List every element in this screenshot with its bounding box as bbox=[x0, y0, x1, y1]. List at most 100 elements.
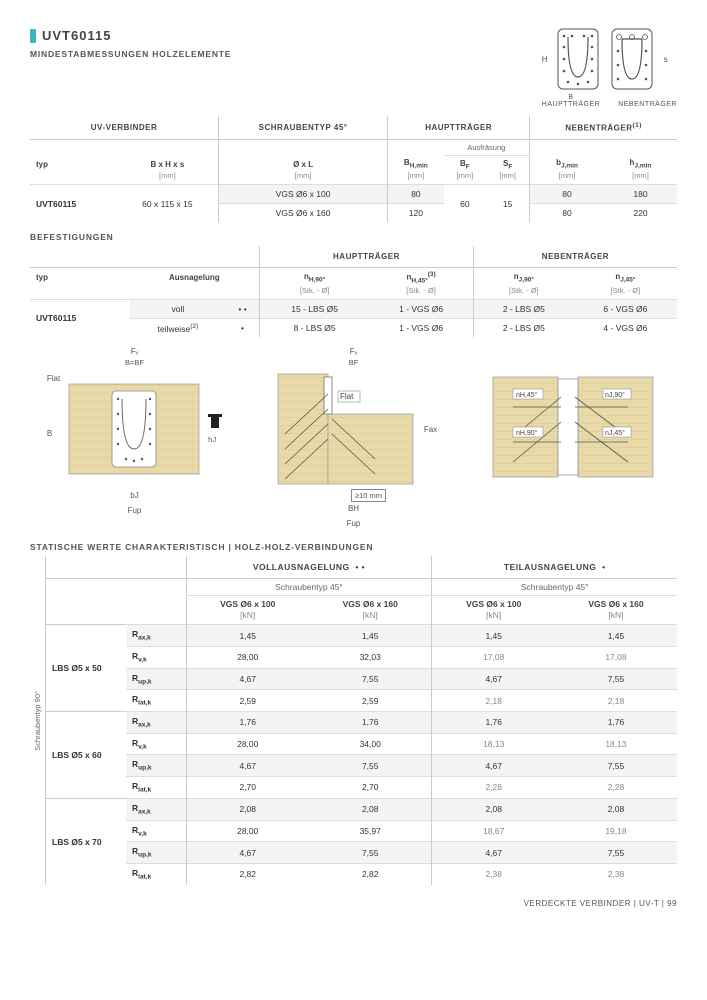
fup-label: Fup bbox=[128, 506, 142, 515]
unit: [Stk. - Ø] bbox=[574, 286, 677, 300]
s45: Schraubentyp 45° bbox=[432, 579, 677, 596]
value-cell: 17,08 bbox=[555, 647, 677, 669]
value-cell: 1,45 bbox=[186, 625, 309, 647]
cell: 180 bbox=[604, 185, 677, 204]
table-row: Rv,k28,0035,9718,6719,18 bbox=[46, 820, 677, 842]
value-cell: 28,00 bbox=[186, 647, 309, 669]
unit: [Stk. - Ø] bbox=[259, 286, 369, 300]
table-row: LBS Ø5 x 60Rax,k1,761,761,761,76 bbox=[46, 712, 677, 734]
value-cell: 2,08 bbox=[555, 798, 677, 820]
value-cell: 2,28 bbox=[432, 777, 555, 799]
bracket-haupt-icon bbox=[554, 27, 602, 91]
value-cell: 2,08 bbox=[432, 798, 555, 820]
table-row: Rup,k4,677,554,677,55 bbox=[46, 755, 677, 777]
col-nh45: nH,45°(3) bbox=[369, 268, 473, 286]
resistance-name: Rlat,k bbox=[126, 863, 186, 884]
value-cell: 4,67 bbox=[432, 755, 555, 777]
value-cell: 34,00 bbox=[309, 733, 432, 755]
value-cell: 2,38 bbox=[555, 863, 677, 884]
diagram-3-svg: nH,45° nH,90° nJ,90° nJ,45° bbox=[483, 367, 663, 487]
col-nj90: nJ,90° bbox=[473, 268, 573, 286]
resistance-name: Rv,k bbox=[126, 820, 186, 842]
value-cell: 35,97 bbox=[309, 820, 432, 842]
col-main: HAUPTTRÄGER bbox=[388, 116, 530, 139]
value-cell: 7,55 bbox=[309, 842, 432, 864]
col-bjmin: bJ,min bbox=[530, 155, 604, 171]
value-cell: 18,67 bbox=[432, 820, 555, 842]
resistance-name: Rup,k bbox=[126, 668, 186, 690]
resistance-name: Rv,k bbox=[126, 647, 186, 669]
cell: 80 bbox=[530, 185, 604, 204]
unit-mm: [mm] bbox=[486, 171, 530, 185]
vgs100: VGS Ø6 x 100 bbox=[186, 596, 309, 611]
value-cell: 19,18 bbox=[555, 820, 677, 842]
fastening-table: HAUPTTRÄGER NEBENTRÄGER typ Ausnagelung … bbox=[30, 246, 677, 337]
product-title: UVT60115 bbox=[42, 28, 111, 43]
value-cell: 4,67 bbox=[186, 842, 309, 864]
value-cell: 2,82 bbox=[186, 863, 309, 884]
value-cell: 2,28 bbox=[555, 777, 677, 799]
cell: 2 - LBS Ø5 bbox=[473, 299, 573, 318]
value-cell: 7,55 bbox=[555, 842, 677, 864]
vgs160: VGS Ø6 x 160 bbox=[309, 596, 432, 611]
col-sf: SF bbox=[486, 155, 530, 171]
b-dim-label: B bbox=[47, 429, 60, 438]
table-row: Rlat,k2,702,702,282,28 bbox=[46, 777, 677, 799]
col-typ: typ bbox=[30, 268, 130, 286]
col-ausn: Ausnagelung bbox=[130, 268, 260, 286]
value-cell: 2,70 bbox=[309, 777, 432, 799]
befestigungen-label: BEFESTIGUNGEN bbox=[30, 232, 677, 242]
stat-table-wrapper: Schraubentyp 90° VOLLAUSNAGELUNG • • TEI… bbox=[30, 556, 677, 884]
stat-label: STATISCHE WERTE CHARAKTERISTISCH | HOLZ-… bbox=[30, 542, 677, 552]
unit-mm: [mm] bbox=[604, 171, 677, 185]
cell: 60 bbox=[444, 185, 487, 223]
diagrams-row: Fᵥ B=BF Flat B bbox=[30, 347, 677, 528]
gap-label: ≥10 mm bbox=[351, 489, 386, 502]
col-oxl: Ø x L bbox=[219, 155, 388, 171]
unit-mm: [mm] bbox=[219, 171, 388, 185]
dimensions-table: UV-VERBINDER SCHRAUBENTYP 45° HAUPTTRÄGE… bbox=[30, 116, 677, 222]
value-cell: 2,59 bbox=[186, 690, 309, 712]
screw-head-icon bbox=[208, 414, 222, 432]
value-cell: 2,82 bbox=[309, 863, 432, 884]
bracket-neben-icon bbox=[608, 27, 656, 91]
resistance-name: Rlat,k bbox=[126, 690, 186, 712]
typ-cell: UVT60115 bbox=[30, 299, 130, 337]
resistance-name: Rlat,k bbox=[126, 777, 186, 799]
unit: [kN] bbox=[432, 610, 555, 625]
value-cell: 1,45 bbox=[432, 625, 555, 647]
col-uv: UV-VERBINDER bbox=[30, 116, 219, 139]
bf-label: BF bbox=[349, 358, 359, 367]
fv-label: Fᵥ bbox=[131, 347, 138, 356]
value-cell: 2,18 bbox=[555, 690, 677, 712]
vgs100: VGS Ø6 x 100 bbox=[432, 596, 555, 611]
value-cell: 2,38 bbox=[432, 863, 555, 884]
value-cell: 2,59 bbox=[309, 690, 432, 712]
h-label: H bbox=[542, 55, 548, 64]
svg-text:nJ,45°: nJ,45° bbox=[605, 429, 625, 437]
table-row: Rup,k4,677,554,677,55 bbox=[46, 842, 677, 864]
value-cell: 18,13 bbox=[432, 733, 555, 755]
col-hjmin: hJ,min bbox=[604, 155, 677, 171]
unit: [kN] bbox=[186, 610, 309, 625]
table-row: UVT60115 voll • • 15 - LBS Ø5 1 - VGS Ø6… bbox=[30, 299, 677, 318]
cell: 80 bbox=[530, 204, 604, 223]
group-label: LBS Ø5 x 70 bbox=[46, 798, 126, 884]
side-label: Schraubentyp 90° bbox=[33, 691, 42, 751]
resistance-name: Rv,k bbox=[126, 733, 186, 755]
value-cell: 7,55 bbox=[555, 755, 677, 777]
col-voll: VOLLAUSNAGELUNG • • bbox=[186, 556, 432, 579]
svg-text:nH,90°: nH,90° bbox=[516, 429, 538, 437]
svg-text:Flat: Flat bbox=[340, 392, 354, 401]
value-cell: 18,13 bbox=[555, 733, 677, 755]
table-row: Rv,k28,0032,0317,0817,08 bbox=[46, 647, 677, 669]
value-cell: 17,08 bbox=[432, 647, 555, 669]
unit: [Stk. - Ø] bbox=[473, 286, 573, 300]
unit: [Stk. - Ø] bbox=[369, 286, 473, 300]
cell: 8 - LBS Ø5 bbox=[259, 318, 369, 337]
value-cell: 1,76 bbox=[309, 712, 432, 734]
value-cell: 1,45 bbox=[555, 625, 677, 647]
flat-label: Flat bbox=[47, 374, 60, 383]
cell: 15 - LBS Ø5 bbox=[259, 299, 369, 318]
cell: 15 bbox=[486, 185, 530, 223]
